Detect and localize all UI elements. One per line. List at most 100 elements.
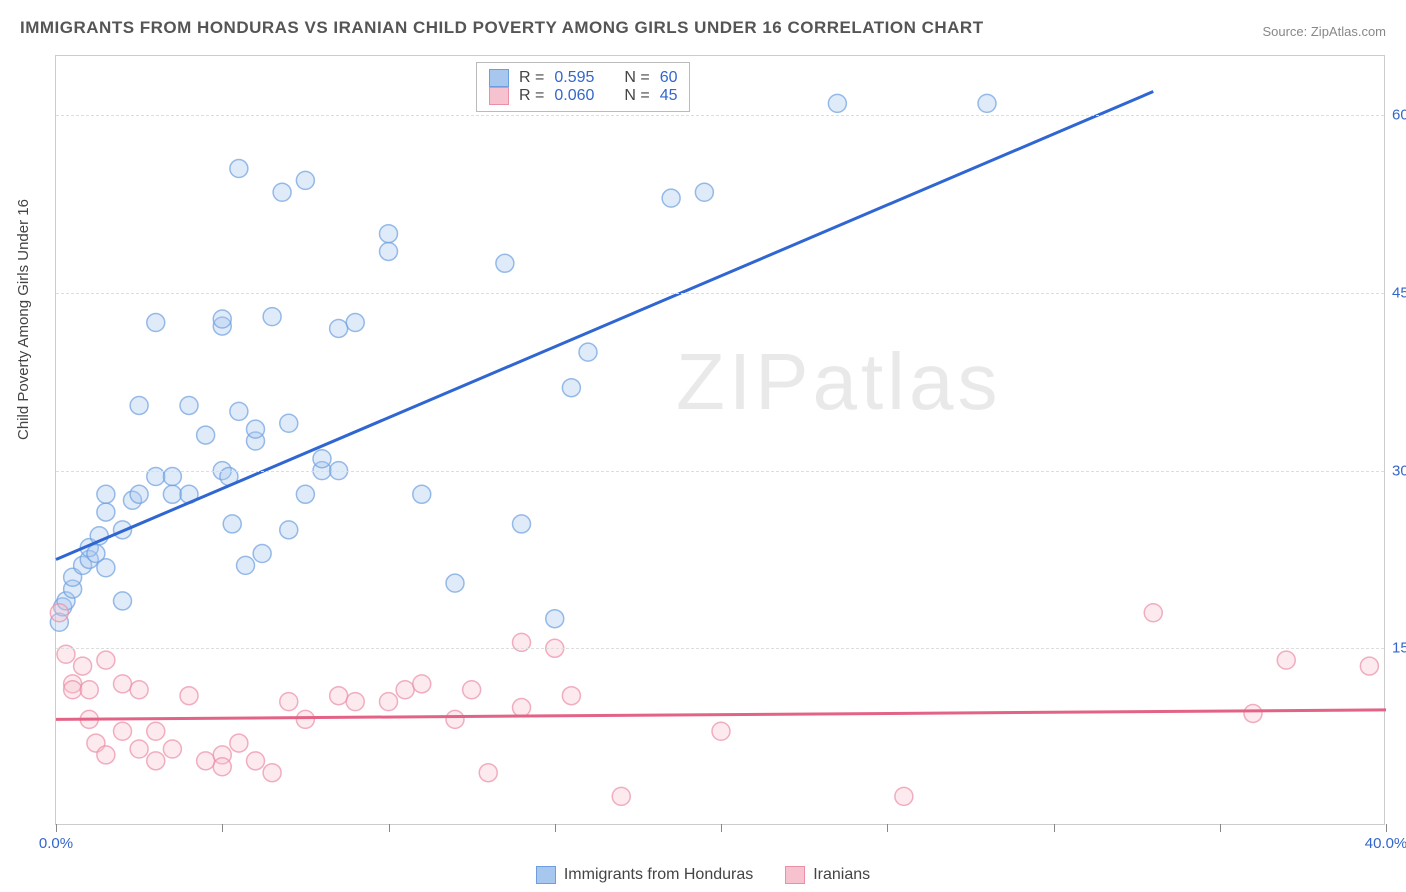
x-tick <box>1220 824 1221 832</box>
data-point <box>237 556 255 574</box>
data-point <box>313 450 331 468</box>
x-tick <box>555 824 556 832</box>
data-point <box>97 651 115 669</box>
data-point <box>579 343 597 361</box>
data-point <box>230 402 248 420</box>
data-point <box>213 758 231 776</box>
data-point <box>496 254 514 272</box>
legend-row: R = 0.060 N = 45 <box>489 87 677 105</box>
data-point <box>50 604 68 622</box>
data-point <box>147 752 165 770</box>
data-point <box>280 414 298 432</box>
data-point <box>263 308 281 326</box>
legend-n-label: N = <box>624 69 649 87</box>
data-point <box>223 515 241 533</box>
data-point <box>413 675 431 693</box>
correlation-legend: R = 0.595 N = 60 R = 0.060 N = 45 <box>476 62 690 112</box>
plot-area: ZIPatlas R =0.595N =60R =0.060N =45 15.0… <box>55 55 1385 825</box>
data-point <box>662 189 680 207</box>
x-tick <box>56 824 57 832</box>
data-point <box>1244 704 1262 722</box>
legend-swatch <box>489 69 509 87</box>
data-point <box>1360 657 1378 675</box>
data-point <box>446 710 464 728</box>
data-point <box>163 485 181 503</box>
data-point <box>197 426 215 444</box>
data-point <box>695 183 713 201</box>
y-tick-label: 15.0% <box>1392 640 1406 657</box>
legend-swatch <box>785 866 805 884</box>
data-point <box>97 503 115 521</box>
data-point <box>130 396 148 414</box>
x-tick <box>887 824 888 832</box>
data-point <box>97 485 115 503</box>
legend-r-label: R = <box>519 69 544 87</box>
data-point <box>380 693 398 711</box>
data-point <box>562 687 580 705</box>
data-point <box>130 681 148 699</box>
legend-r-value: 0.595 <box>554 69 614 87</box>
data-point <box>280 693 298 711</box>
legend-n-value: 45 <box>660 87 678 105</box>
legend-r-label: R = <box>519 87 544 105</box>
series-label: Immigrants from Honduras <box>564 866 753 884</box>
x-tick <box>721 824 722 832</box>
data-point <box>230 160 248 178</box>
scatter-svg <box>56 56 1384 824</box>
data-point <box>463 681 481 699</box>
series-legend-item: Immigrants from Honduras <box>536 866 753 884</box>
data-point <box>213 310 231 328</box>
legend-row: R = 0.595 N = 60 <box>489 69 677 87</box>
chart-title: IMMIGRANTS FROM HONDURAS VS IRANIAN CHIL… <box>20 18 984 38</box>
data-point <box>163 740 181 758</box>
data-point <box>330 319 348 337</box>
series-legend-item: Iranians <box>785 866 870 884</box>
data-point <box>114 592 132 610</box>
data-point <box>513 699 531 717</box>
data-point <box>263 764 281 782</box>
legend-n-label: N = <box>624 87 649 105</box>
data-point <box>396 681 414 699</box>
grid-line <box>56 648 1384 649</box>
data-point <box>513 515 531 533</box>
data-point <box>114 675 132 693</box>
data-point <box>978 94 996 112</box>
grid-line <box>56 293 1384 294</box>
data-point <box>446 574 464 592</box>
legend-n-value: 60 <box>660 69 678 87</box>
x-tick <box>1386 824 1387 832</box>
data-point <box>80 681 98 699</box>
legend-swatch <box>536 866 556 884</box>
data-point <box>64 681 82 699</box>
x-tick-label: 40.0% <box>1365 835 1406 852</box>
x-tick <box>222 824 223 832</box>
x-tick-label: 0.0% <box>39 835 73 852</box>
data-point <box>74 657 92 675</box>
data-point <box>97 746 115 764</box>
data-point <box>130 740 148 758</box>
x-tick <box>389 824 390 832</box>
legend-swatch <box>489 87 509 105</box>
data-point <box>230 734 248 752</box>
series-label: Iranians <box>813 866 870 884</box>
grid-line <box>56 115 1384 116</box>
series-legend: Immigrants from Honduras Iranians <box>0 866 1406 884</box>
data-point <box>273 183 291 201</box>
data-point <box>1144 604 1162 622</box>
legend-r-value: 0.060 <box>554 87 614 105</box>
trend-line <box>56 710 1386 719</box>
data-point <box>280 521 298 539</box>
data-point <box>380 225 398 243</box>
data-point <box>147 314 165 332</box>
data-point <box>828 94 846 112</box>
data-point <box>1277 651 1295 669</box>
data-point <box>114 722 132 740</box>
data-point <box>562 379 580 397</box>
data-point <box>330 687 348 705</box>
x-tick <box>1054 824 1055 832</box>
data-point <box>712 722 730 740</box>
data-point <box>479 764 497 782</box>
y-tick-label: 30.0% <box>1392 462 1406 479</box>
data-point <box>253 545 271 563</box>
data-point <box>546 610 564 628</box>
